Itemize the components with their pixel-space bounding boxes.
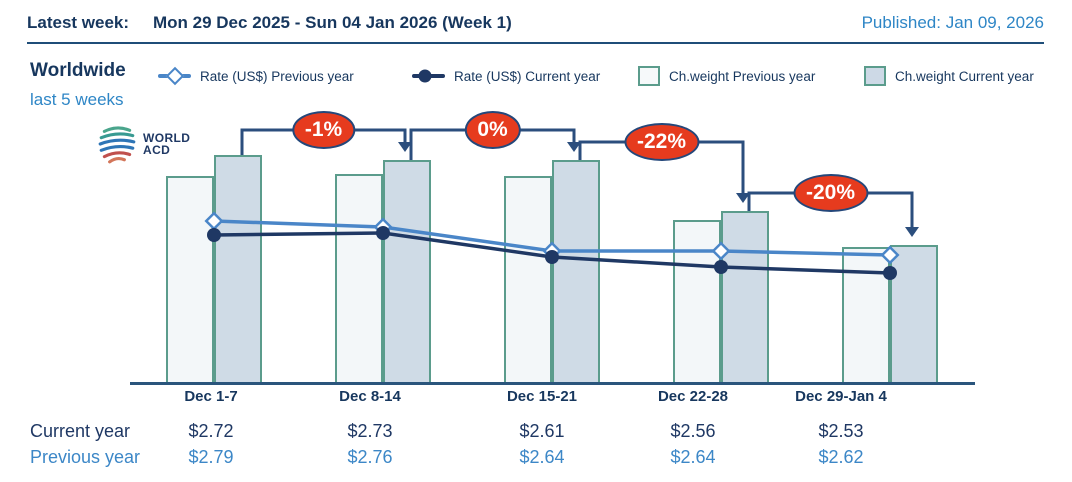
- table-row-label-current-year: Current year: [30, 421, 131, 441]
- bar-chweight-previous-3: [673, 220, 721, 382]
- legend-label: Rate (US$) Previous year: [200, 68, 354, 84]
- current-year-rate-1: $2.73: [347, 421, 393, 441]
- circle-marker-icon: [714, 260, 728, 274]
- latest-week-range: Mon 29 Dec 2025 - Sun 04 Jan 2026 (Week …: [153, 13, 512, 32]
- bar-chweight-current-3: [721, 211, 769, 382]
- bar-chweight-previous-4: [842, 247, 890, 382]
- arrowhead-icon: [736, 193, 750, 203]
- arrowhead-icon: [567, 142, 581, 152]
- globe-icon: [98, 126, 136, 164]
- latest-week-label: Latest week:: [27, 13, 130, 32]
- arrowhead-icon: [905, 227, 919, 237]
- arrowhead-icon: [398, 142, 412, 152]
- bar-chweight-current-4: [890, 245, 938, 382]
- diamond-marker-icon: [711, 241, 731, 261]
- previous-year-rate-0: $2.79: [188, 447, 234, 467]
- legend-label: Ch.weight Current year: [895, 68, 1034, 84]
- axis-label-week-0: Dec 1-7: [184, 388, 238, 405]
- bar-chweight-previous-1: [335, 174, 383, 382]
- circle-line-marker-icon: [412, 69, 445, 83]
- diamond-line-marker-icon: [158, 66, 191, 86]
- circle-marker-icon: [207, 228, 221, 242]
- bar-chweight-previous-2: [504, 176, 552, 382]
- change-badge-1: 0%: [464, 111, 521, 149]
- light-swatch-icon: [638, 66, 660, 86]
- diamond-marker-icon: [204, 211, 224, 231]
- legend-label: Ch.weight Previous year: [669, 68, 816, 84]
- published-date: Published: Jan 09, 2026: [861, 13, 1044, 32]
- change-badge-3: -20%: [792, 174, 869, 212]
- previous-year-rate-3: $2.64: [670, 447, 716, 467]
- page-subtitle: last 5 weeks: [30, 90, 124, 109]
- current-year-rate-3: $2.56: [670, 421, 716, 441]
- bar-chweight-current-1: [383, 160, 431, 382]
- current-year-rate-4: $2.53: [818, 421, 864, 441]
- previous-year-rate-4: $2.62: [818, 447, 864, 467]
- worldacd-logo: WORLD ACD: [96, 123, 190, 165]
- axis-label-week-1: Dec 8-14: [339, 388, 401, 405]
- page-title: Worldwide: [30, 60, 126, 81]
- axis-label-week-4: Dec 29-Jan 4: [795, 388, 887, 405]
- legend-item-weight-previous: Ch.weight Previous year: [638, 63, 815, 89]
- circle-marker-icon: [545, 250, 559, 264]
- bar-chweight-previous-0: [166, 176, 214, 382]
- logo-text: WORLD ACD: [143, 130, 191, 157]
- change-badge-0: -1%: [291, 111, 356, 149]
- legend-label: Rate (US$) Current year: [454, 68, 601, 84]
- current-year-rate-2: $2.61: [519, 421, 565, 441]
- blue-swatch-icon: [864, 66, 886, 86]
- axis-label-week-3: Dec 22-28: [657, 388, 729, 405]
- chart-lines-layer: [204, 128, 919, 280]
- combo-chart-plot: -1% 0% -22% -20%: [130, 105, 975, 385]
- previous-year-rate-2: $2.64: [519, 447, 565, 467]
- diamond-marker-icon: [880, 245, 900, 265]
- circle-marker-icon: [883, 266, 897, 280]
- axis-label-week-2: Dec 15-21: [506, 388, 578, 405]
- bar-chweight-current-2: [552, 160, 600, 382]
- legend-item-rate-current: Rate (US$) Current year: [412, 63, 600, 89]
- logo-word-1: WORLD: [143, 130, 191, 145]
- circle-marker-icon: [376, 226, 390, 240]
- table-row-label-previous-year: Previous year: [30, 447, 141, 467]
- bar-chweight-current-0: [214, 155, 262, 382]
- previous-year-rate-1: $2.76: [347, 447, 393, 467]
- logo-word-2: ACD: [143, 143, 171, 157]
- current-year-rate-0: $2.72: [188, 421, 234, 441]
- legend-item-rate-previous: Rate (US$) Previous year: [158, 63, 354, 89]
- legend-item-weight-current: Ch.weight Current year: [864, 63, 1034, 89]
- change-badge-2: -22%: [623, 123, 700, 161]
- header-divider: [27, 42, 1044, 44]
